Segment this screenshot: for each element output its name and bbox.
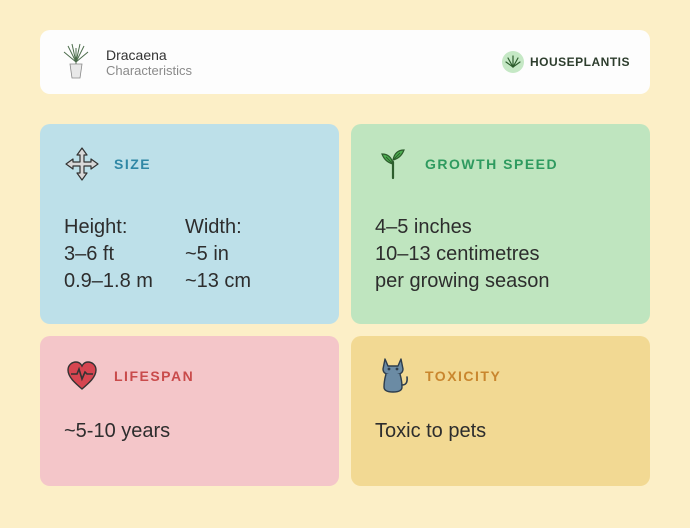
- growth-card: GROWTH SPEED 4–5 inches 10–13 centimetre…: [351, 124, 650, 324]
- size-title: SIZE: [114, 156, 151, 172]
- sprout-icon: [375, 146, 411, 182]
- height-label: Height:: [64, 214, 153, 241]
- plant-icon: [60, 42, 92, 82]
- toxicity-value: Toxic to pets: [375, 418, 626, 445]
- width-in: ~5 in: [185, 241, 251, 268]
- plant-subtitle: Characteristics: [106, 63, 192, 78]
- header-bar: Dracaena Characteristics HOUSEPLANTIS: [40, 30, 650, 94]
- width-label: Width:: [185, 214, 251, 241]
- height-ft: 3–6 ft: [64, 241, 153, 268]
- growth-title: GROWTH SPEED: [425, 156, 558, 172]
- width-cm: ~13 cm: [185, 268, 251, 295]
- lifespan-value: ~5-10 years: [64, 418, 315, 445]
- toxicity-title: TOXICITY: [425, 368, 501, 384]
- heart-pulse-icon: [64, 358, 100, 394]
- arrows-icon: [64, 146, 100, 182]
- brand: HOUSEPLANTIS: [502, 51, 630, 73]
- height-m: 0.9–1.8 m: [64, 268, 153, 295]
- growth-line1: 4–5 inches: [375, 214, 626, 241]
- plant-title: Dracaena: [106, 47, 192, 63]
- brand-label: HOUSEPLANTIS: [530, 55, 630, 69]
- header-text: Dracaena Characteristics: [106, 47, 192, 78]
- growth-line3: per growing season: [375, 268, 626, 295]
- toxicity-card: TOXICITY Toxic to pets: [351, 336, 650, 486]
- growth-line2: 10–13 centimetres: [375, 241, 626, 268]
- lifespan-title: LIFESPAN: [114, 368, 194, 384]
- lifespan-card: LIFESPAN ~5-10 years: [40, 336, 339, 486]
- brand-icon: [502, 51, 524, 73]
- cards-grid: SIZE Height: 3–6 ft 0.9–1.8 m Width: ~5 …: [40, 124, 650, 486]
- size-card: SIZE Height: 3–6 ft 0.9–1.8 m Width: ~5 …: [40, 124, 339, 324]
- cat-icon: [375, 358, 411, 394]
